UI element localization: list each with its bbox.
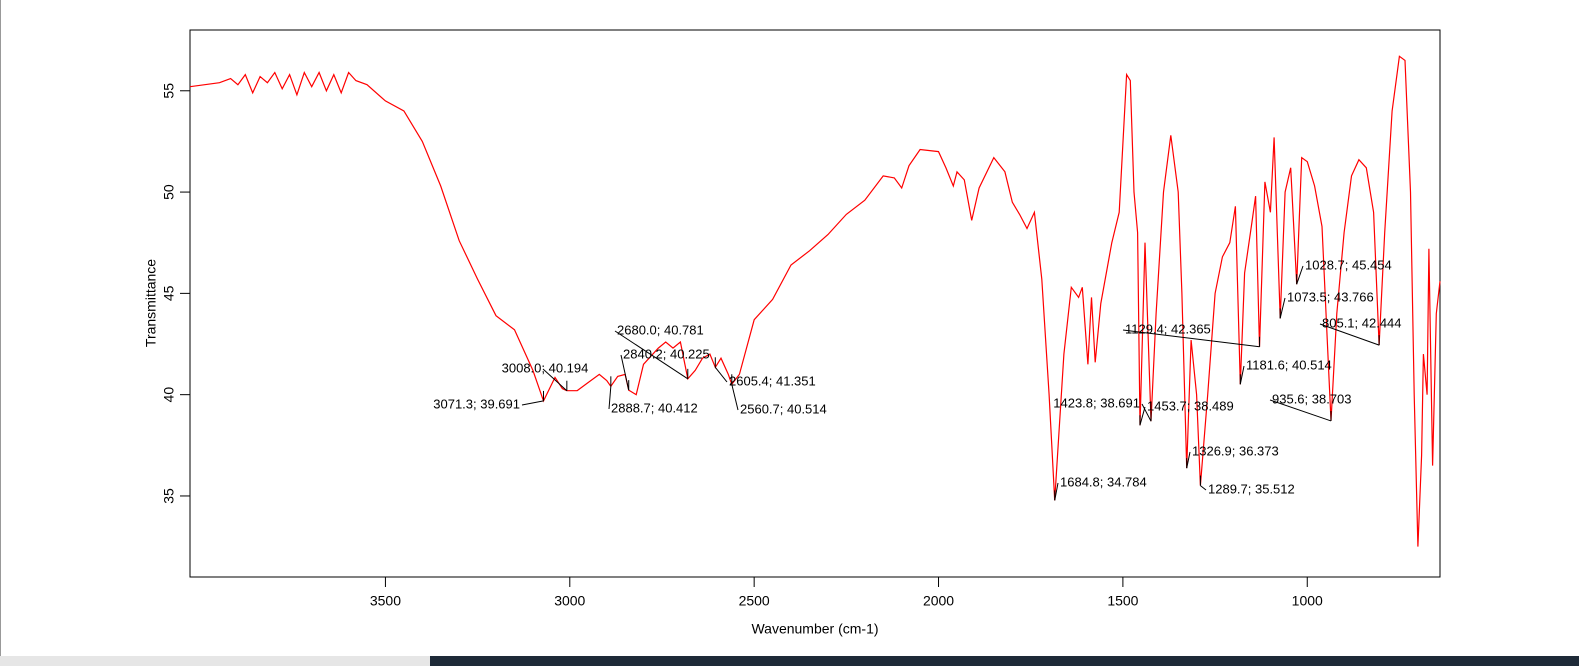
plot-frame xyxy=(189,29,1441,578)
peak-label: 1181.6; 40.514 xyxy=(1246,357,1332,372)
peak-label: 2680.0; 40.781 xyxy=(617,322,704,337)
peak-leader xyxy=(1139,406,1146,426)
peak-leader xyxy=(731,384,739,411)
peak-label: 805.1; 42.444 xyxy=(1322,315,1402,330)
peak-label: 1423.8; 38.691 xyxy=(1053,395,1140,410)
x-tick-label: 1000 xyxy=(1292,593,1323,609)
y-axis-label: Transmittance xyxy=(143,259,159,347)
x-tick-label: 3000 xyxy=(554,593,585,609)
peak-leader xyxy=(1122,329,1260,348)
peak-leader xyxy=(1319,323,1380,346)
peak-leader xyxy=(542,368,568,392)
peak-label: 1289.7; 35.512 xyxy=(1208,481,1295,496)
peak-leader xyxy=(1296,265,1304,285)
peak-leader xyxy=(714,366,728,383)
peak-leader xyxy=(1200,485,1207,491)
peak-label: 3071.3; 39.691 xyxy=(433,396,520,411)
peak-label: 1073.5; 43.766 xyxy=(1287,289,1374,304)
peak-leader xyxy=(620,354,630,391)
x-tick-label: 2500 xyxy=(739,593,770,609)
peak-leader xyxy=(521,400,544,406)
peak-label: 935.6; 38.703 xyxy=(1272,391,1352,406)
peak-label: 1684.8; 34.784 xyxy=(1060,474,1147,489)
y-tick-label: 50 xyxy=(161,184,177,200)
x-axis-label: Wavenumber (cm-1) xyxy=(751,621,878,637)
x-tick-label: 1500 xyxy=(1107,593,1138,609)
spectrum-line xyxy=(189,55,1441,547)
peak-label: 1129.4; 42.365 xyxy=(1125,321,1211,336)
x-tick-label: 3500 xyxy=(370,593,401,609)
y-tick-label: 40 xyxy=(161,387,177,403)
y-tick-label: 55 xyxy=(161,83,177,99)
taskbar xyxy=(430,656,1579,666)
peak-label: 2605.4; 41.351 xyxy=(729,373,816,388)
peak-leader xyxy=(1269,399,1332,422)
peak-leader xyxy=(614,330,689,380)
y-tick-label: 45 xyxy=(161,285,177,301)
peak-leader xyxy=(1141,403,1152,422)
x-tick-label: 2000 xyxy=(923,593,954,609)
peak-leader xyxy=(608,386,612,410)
peak-label: 2560.7; 40.514 xyxy=(740,401,827,416)
peak-leader xyxy=(1054,482,1059,501)
peak-label: 2888.7; 40.412 xyxy=(611,400,698,415)
peak-label: 3008.0; 40.194 xyxy=(502,360,589,375)
peak-label: 1028.7; 45.454 xyxy=(1305,257,1392,272)
peak-label: 1326.9; 36.373 xyxy=(1192,443,1279,458)
peak-leader xyxy=(1279,297,1286,319)
peak-label: 2840.2; 40.225 xyxy=(623,346,710,361)
y-tick-label: 35 xyxy=(161,488,177,504)
peak-leader xyxy=(1239,365,1245,385)
peak-leader xyxy=(1186,451,1191,469)
peak-label: 1453.7; 38.489 xyxy=(1147,398,1234,413)
